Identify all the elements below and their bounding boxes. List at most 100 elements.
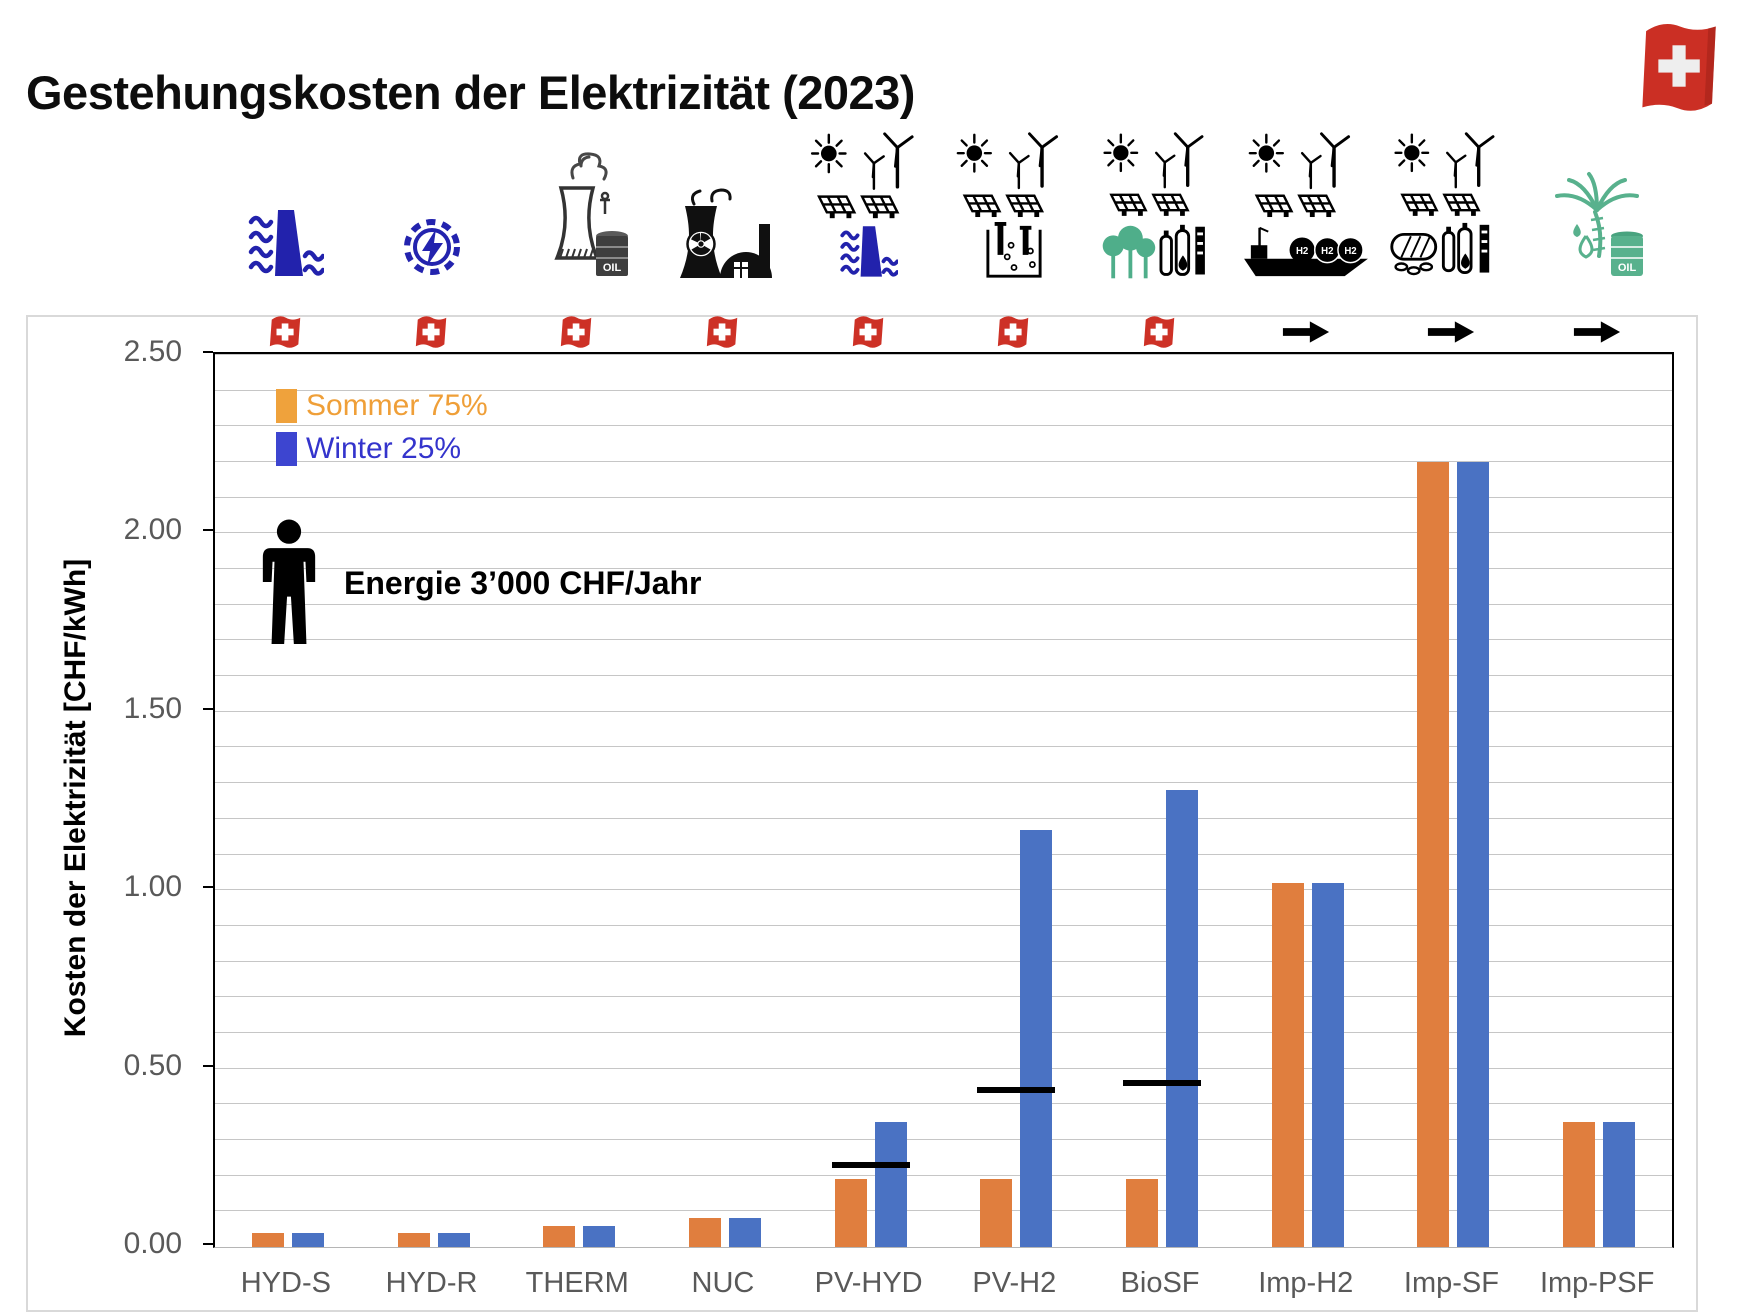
gridline xyxy=(215,746,1672,748)
icon-cell-HYD-S xyxy=(213,128,359,280)
bar-winter-THERM xyxy=(583,1225,616,1247)
bar-winter-Imp-H2 xyxy=(1311,883,1344,1247)
solar-wind-icon xyxy=(1248,132,1350,218)
thermal-plant-icon: OIL xyxy=(554,152,629,276)
y-tick-label: 1.00 xyxy=(123,870,182,904)
x-tick-label-HYD-S: HYD-S xyxy=(240,1267,331,1299)
gridline xyxy=(215,639,1672,641)
bar-sommer-PV-H2 xyxy=(980,1179,1013,1247)
gridline xyxy=(215,996,1672,998)
origin-cell-Imp-H2 xyxy=(1233,312,1379,352)
h2-ship-icon: H2 H2 H2 xyxy=(1243,226,1368,277)
y-tick-label: 2.00 xyxy=(123,513,182,547)
legend-swatch-sommer xyxy=(276,389,297,423)
bar-sommer-THERM xyxy=(543,1225,576,1247)
gridline xyxy=(215,496,1672,498)
origin-cell-PV-H2 xyxy=(942,312,1088,352)
y-axis-title: Kosten der Elektrizität [CHF/kWh] xyxy=(59,558,92,1038)
annotation-label: Energie 3’000 CHF/Jahr xyxy=(344,564,702,601)
bar-winter-HYD-R xyxy=(437,1232,470,1247)
import-arrow-icon xyxy=(1282,321,1329,343)
x-tick-label-Imp-H2: Imp-H2 xyxy=(1258,1267,1354,1299)
solar-wind-icon xyxy=(1103,132,1204,216)
bar-sommer-Imp-SF xyxy=(1417,462,1450,1247)
svg-text:H2: H2 xyxy=(1344,246,1356,257)
gridline xyxy=(215,1138,1672,1140)
icon-cell-PV-H2 xyxy=(942,128,1088,280)
gridline xyxy=(215,532,1672,534)
origin-cell-BioSF xyxy=(1087,312,1233,352)
swiss-flag-icon xyxy=(706,316,738,348)
x-tick-label-BioSF: BioSF xyxy=(1120,1267,1200,1299)
gridline xyxy=(215,889,1672,891)
y-tick-mark xyxy=(203,351,213,353)
y-tick-mark xyxy=(203,1064,213,1067)
bar-winter-BioSF xyxy=(1166,790,1199,1247)
gridline xyxy=(215,924,1672,926)
icon-cell-PV-HYD xyxy=(796,128,942,280)
legend-label-winter: Winter 25% xyxy=(306,432,462,465)
bar-sommer-PV-HYD xyxy=(834,1179,867,1247)
icon-cell-Imp-PSF: OIL xyxy=(1524,128,1670,280)
bar-sommer-HYD-R xyxy=(397,1232,430,1247)
bar-winter-Imp-SF xyxy=(1457,462,1490,1247)
icon-cell-BioSF xyxy=(1087,128,1233,280)
x-tick-label-PV-H2: PV-H2 xyxy=(972,1267,1057,1299)
bar-sommer-Imp-PSF xyxy=(1563,1122,1596,1247)
bar-winter-PV-HYD xyxy=(874,1122,907,1247)
hydro-dam-icon xyxy=(248,210,324,276)
gridline xyxy=(215,817,1672,819)
y-tick-mark xyxy=(203,707,213,710)
gridline xyxy=(215,675,1672,677)
reference-marker-BioSF xyxy=(1123,1079,1202,1086)
bar-sommer-Imp-H2 xyxy=(1271,883,1304,1247)
reference-marker-PV-HYD xyxy=(831,1161,910,1168)
gridline xyxy=(215,1174,1672,1176)
gridline xyxy=(215,461,1672,463)
y-tick-label: 0.50 xyxy=(123,1048,182,1082)
household-energy-annotation: Energie 3’000 CHF/Jahr xyxy=(258,516,701,650)
gridline xyxy=(215,853,1672,855)
swiss-flag-icon xyxy=(269,316,301,348)
origin-cell-HYD-S xyxy=(213,312,359,352)
legend-label-sommer: Sommer 75% xyxy=(306,389,488,422)
swiss-flag-icon xyxy=(1642,24,1716,111)
synfuel-plant-icon xyxy=(1390,222,1490,275)
solar-wind-icon xyxy=(1394,132,1495,216)
gridline xyxy=(215,603,1672,605)
origin-cell-THERM xyxy=(504,312,650,352)
icon-cell-THERM: OIL xyxy=(504,128,650,280)
gridline xyxy=(215,568,1672,570)
x-tick-label-Imp-SF: Imp-SF xyxy=(1403,1267,1499,1299)
x-tick-label-THERM: THERM xyxy=(525,1267,629,1299)
origin-cell-PV-HYD xyxy=(796,312,942,352)
svg-text:H2: H2 xyxy=(1296,246,1308,257)
swiss-flag-icon xyxy=(1143,316,1175,348)
y-tick-mark xyxy=(203,886,213,889)
import-arrow-icon xyxy=(1574,321,1621,343)
gridline xyxy=(215,1103,1672,1105)
legend-swatch-winter xyxy=(276,432,297,466)
x-tick-label-NUC: NUC xyxy=(691,1267,755,1299)
y-tick-label: 2.50 xyxy=(123,335,182,368)
person-icon xyxy=(262,519,316,645)
bar-sommer-NUC xyxy=(688,1218,721,1247)
icon-cell-Imp-H2: H2 H2 H2 xyxy=(1233,128,1379,280)
gridline xyxy=(215,1067,1672,1069)
bar-winter-Imp-PSF xyxy=(1603,1122,1636,1247)
electrolyzer-icon xyxy=(986,221,1042,278)
solar-wind-icon xyxy=(957,132,1059,218)
bar-winter-PV-H2 xyxy=(1020,829,1053,1247)
x-tick-label-Imp-PSF: Imp-PSF xyxy=(1539,1267,1655,1299)
swiss-flag-icon xyxy=(415,316,446,348)
svg-text:H2: H2 xyxy=(1321,246,1333,257)
gridline xyxy=(215,782,1672,784)
icon-cell-Imp-SF xyxy=(1379,128,1525,280)
reference-marker-PV-H2 xyxy=(977,1087,1056,1094)
icon-cell-HYD-R xyxy=(359,128,505,280)
gridline xyxy=(215,425,1672,427)
icon-cell-NUC xyxy=(650,128,796,280)
x-tick-label-PV-HYD: PV-HYD xyxy=(814,1267,923,1299)
bar-sommer-BioSF xyxy=(1126,1179,1159,1247)
bio-synfuel-icon xyxy=(1102,224,1205,279)
